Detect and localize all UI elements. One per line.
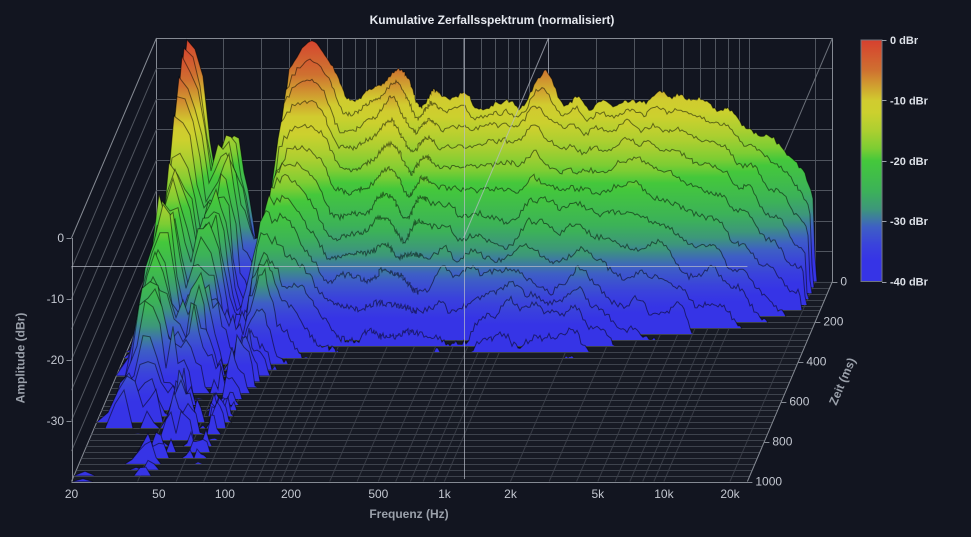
svg-text:500: 500 bbox=[368, 487, 388, 501]
svg-text:50: 50 bbox=[152, 487, 166, 501]
svg-text:200: 200 bbox=[823, 315, 843, 329]
svg-text:0: 0 bbox=[57, 231, 64, 245]
svg-text:-20: -20 bbox=[47, 353, 65, 367]
svg-text:Kumulative Zerfallsspektrum (n: Kumulative Zerfallsspektrum (normalisier… bbox=[370, 13, 615, 27]
svg-text:200: 200 bbox=[281, 487, 301, 501]
svg-text:-20 dBr: -20 dBr bbox=[890, 156, 929, 168]
svg-text:0: 0 bbox=[840, 275, 847, 289]
svg-text:-30: -30 bbox=[47, 414, 65, 428]
svg-text:-30 dBr: -30 dBr bbox=[890, 216, 929, 228]
svg-text:1000: 1000 bbox=[755, 475, 782, 489]
svg-text:20k: 20k bbox=[720, 487, 740, 501]
svg-text:-10: -10 bbox=[47, 292, 65, 306]
svg-text:20: 20 bbox=[65, 487, 79, 501]
svg-text:-10 dBr: -10 dBr bbox=[890, 95, 929, 107]
svg-text:100: 100 bbox=[215, 487, 235, 501]
svg-text:5k: 5k bbox=[592, 487, 606, 501]
svg-text:Frequenz (Hz): Frequenz (Hz) bbox=[369, 507, 448, 521]
svg-text:2k: 2k bbox=[504, 487, 518, 501]
svg-text:0 dBr: 0 dBr bbox=[890, 35, 919, 47]
svg-text:10k: 10k bbox=[654, 487, 674, 501]
svg-text:600: 600 bbox=[789, 395, 809, 409]
svg-text:Amplitude (dBr): Amplitude (dBr) bbox=[14, 313, 28, 404]
svg-text:-40 dBr: -40 dBr bbox=[890, 277, 929, 289]
svg-text:400: 400 bbox=[806, 355, 826, 369]
svg-text:1k: 1k bbox=[438, 487, 452, 501]
svg-text:800: 800 bbox=[772, 435, 792, 449]
